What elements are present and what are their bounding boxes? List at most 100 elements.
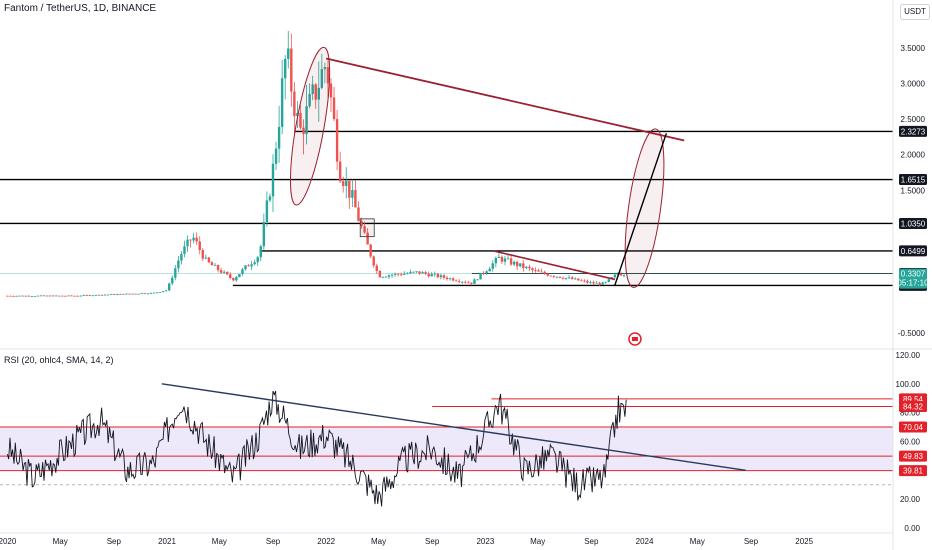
candle-body xyxy=(76,295,79,297)
candle-body xyxy=(424,272,427,274)
candle-body xyxy=(586,280,589,283)
time-tick-label: 2023 xyxy=(476,537,494,546)
candle-body xyxy=(134,293,137,295)
rsi-tick-label: 20.00 xyxy=(900,495,921,504)
rsi-level-tag-bg xyxy=(899,400,927,412)
candle-body xyxy=(473,279,476,284)
candle-body xyxy=(357,207,360,221)
price-level-tag: 0.6499 xyxy=(901,247,926,256)
candle-body xyxy=(284,58,287,79)
rsi-tick-label: 100.00 xyxy=(896,380,921,389)
candle-body xyxy=(512,261,516,265)
candle-body xyxy=(287,48,290,59)
candle-body xyxy=(601,282,604,285)
candle-body xyxy=(433,273,436,275)
candle-body xyxy=(180,253,183,261)
candle-body xyxy=(470,282,473,284)
candle-body xyxy=(415,271,418,273)
candle-body xyxy=(522,263,525,269)
candles xyxy=(6,30,626,297)
candle-body xyxy=(317,87,320,100)
candle-body xyxy=(177,260,180,269)
candle-body xyxy=(296,112,299,117)
candle-body xyxy=(131,293,134,295)
candle-body xyxy=(152,292,156,294)
price-tick-label: 3.0000 xyxy=(901,79,926,88)
candle-body xyxy=(262,221,266,247)
candle-body xyxy=(390,274,394,276)
rsi-band xyxy=(0,427,893,486)
candle-body xyxy=(18,295,21,297)
candle-body xyxy=(345,180,348,187)
price-tick-label: 3.5000 xyxy=(901,44,926,53)
price-level-tag: 1.0350 xyxy=(901,219,926,228)
candle-body xyxy=(39,295,43,297)
candle-body xyxy=(238,274,241,278)
candle-body xyxy=(149,292,153,294)
candle-body xyxy=(436,273,440,278)
drawings[interactable] xyxy=(161,45,746,472)
candle-body xyxy=(342,181,345,187)
candle-body xyxy=(519,263,522,267)
candle-body xyxy=(445,277,449,280)
rsi-band-fill xyxy=(0,427,893,471)
price-level-tag-bg xyxy=(899,217,927,229)
current-price-tag: 0.3307 xyxy=(901,270,926,279)
rsi-level-tag: 84.32 xyxy=(903,402,924,411)
candle-body xyxy=(241,269,244,275)
candle-body xyxy=(174,268,177,278)
currency-badge[interactable]: USDT xyxy=(900,4,930,20)
candle-body xyxy=(406,273,409,275)
candle-body xyxy=(439,275,443,278)
candle-body xyxy=(311,84,314,94)
candle-body xyxy=(458,281,461,282)
candle-body xyxy=(277,126,281,149)
rsi-level-tag-bg xyxy=(899,465,927,477)
price-tick-label: -0.5000 xyxy=(898,329,926,338)
candle-body xyxy=(574,278,577,280)
candle-body xyxy=(42,295,46,297)
candle-body xyxy=(305,106,308,135)
candle-body xyxy=(384,276,388,278)
candle-body xyxy=(82,295,85,296)
candle-body xyxy=(70,295,73,297)
candle-body xyxy=(418,271,421,274)
candle-body xyxy=(164,290,168,292)
candle-body xyxy=(494,257,498,264)
candle-body xyxy=(583,280,586,282)
candle-body xyxy=(409,271,412,274)
time-tick-label: Sep xyxy=(584,537,599,546)
candle-body xyxy=(491,263,494,269)
candle-body xyxy=(110,294,113,296)
time-tick-label: May xyxy=(53,537,68,546)
candle-body xyxy=(229,274,232,278)
candle-body xyxy=(503,258,507,262)
candle-body xyxy=(73,295,76,297)
candle-body xyxy=(207,257,211,263)
time-tick-label: May xyxy=(690,537,705,546)
candle-body xyxy=(213,264,217,266)
candle-body xyxy=(619,273,623,276)
candle-body xyxy=(219,270,223,273)
level-lines xyxy=(0,130,893,472)
candle-body xyxy=(348,180,351,198)
rsi-line xyxy=(6,390,627,507)
time-tick-label: 2021 xyxy=(158,537,176,546)
candle-body xyxy=(265,200,269,222)
candle-body xyxy=(113,294,116,296)
candle-body xyxy=(58,295,61,297)
candle-body xyxy=(106,294,110,296)
candle-body xyxy=(369,244,372,257)
candle-body xyxy=(555,276,559,278)
candle-body xyxy=(509,258,513,265)
candle-body xyxy=(595,282,598,284)
candle-body xyxy=(421,272,424,274)
candle-body xyxy=(482,272,485,274)
rsi-level-tag: 70.04 xyxy=(903,423,924,432)
rsi-tick-label: 0.00 xyxy=(904,524,920,533)
candle-body xyxy=(442,275,446,278)
candle-body xyxy=(506,258,510,260)
candle-body xyxy=(561,277,565,279)
candle-body xyxy=(540,271,543,273)
